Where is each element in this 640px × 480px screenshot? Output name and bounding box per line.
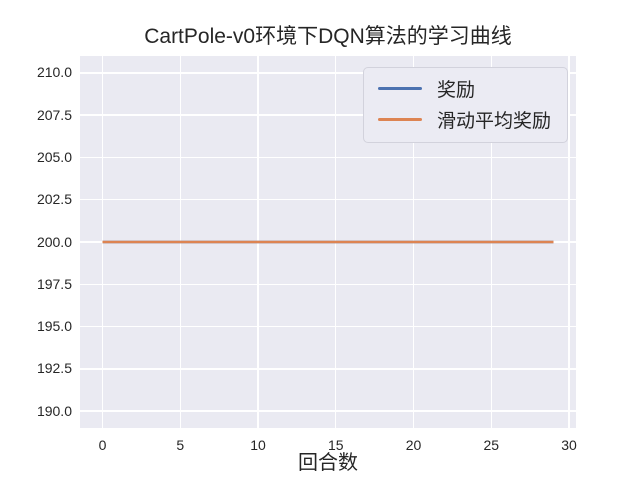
legend-item-reward: 奖励 <box>377 74 551 103</box>
y-gridline <box>80 199 576 201</box>
y-gridline <box>80 114 576 116</box>
x-axis-label: 回合数 <box>298 452 358 474</box>
series-lines <box>102 240 554 244</box>
legend: 奖励 滑动平均奖励 <box>362 67 568 143</box>
y-gridline <box>80 368 576 370</box>
legend-line-swatch-reward <box>377 87 422 90</box>
plot-area: 奖励 滑动平均奖励 <box>80 56 576 428</box>
legend-item-moving-average-reward: 滑动平均奖励 <box>377 105 551 134</box>
y-tick-label: 205.0 <box>36 148 72 165</box>
y-gridline <box>80 410 576 412</box>
y-gridline <box>80 325 576 328</box>
x-tick-label: 5 <box>176 437 185 453</box>
y-tick-label: 197.5 <box>36 275 72 292</box>
legend-label-reward: 奖励 <box>436 80 475 101</box>
y-tick-label: 207.5 <box>36 106 72 123</box>
x-tick-label: 10 <box>250 437 266 453</box>
y-gridline <box>80 156 576 159</box>
y-tick-label: 190.0 <box>36 402 72 419</box>
y-tick-label: 202.5 <box>36 191 72 208</box>
y-gridline <box>80 72 576 74</box>
y-tick-label: 210.0 <box>36 64 72 81</box>
chart-title: CartPole-v0环境下DQN算法的学习曲线 <box>144 25 512 48</box>
x-tick-label: 20 <box>405 437 422 453</box>
legend-line-swatch-moving-average-reward <box>377 118 422 121</box>
x-tick-label: 15 <box>327 437 344 453</box>
legend-label-moving-average-reward: 滑动平均奖励 <box>436 111 551 132</box>
y-gridline <box>80 283 576 285</box>
y-tick-label: 200.0 <box>36 233 72 250</box>
x-tick-label: 25 <box>483 437 500 453</box>
y-tick-label: 192.5 <box>36 360 72 377</box>
x-tick-label: 30 <box>561 437 577 453</box>
x-tick-label: 0 <box>98 437 107 453</box>
y-tick-label: 195.0 <box>36 318 72 335</box>
